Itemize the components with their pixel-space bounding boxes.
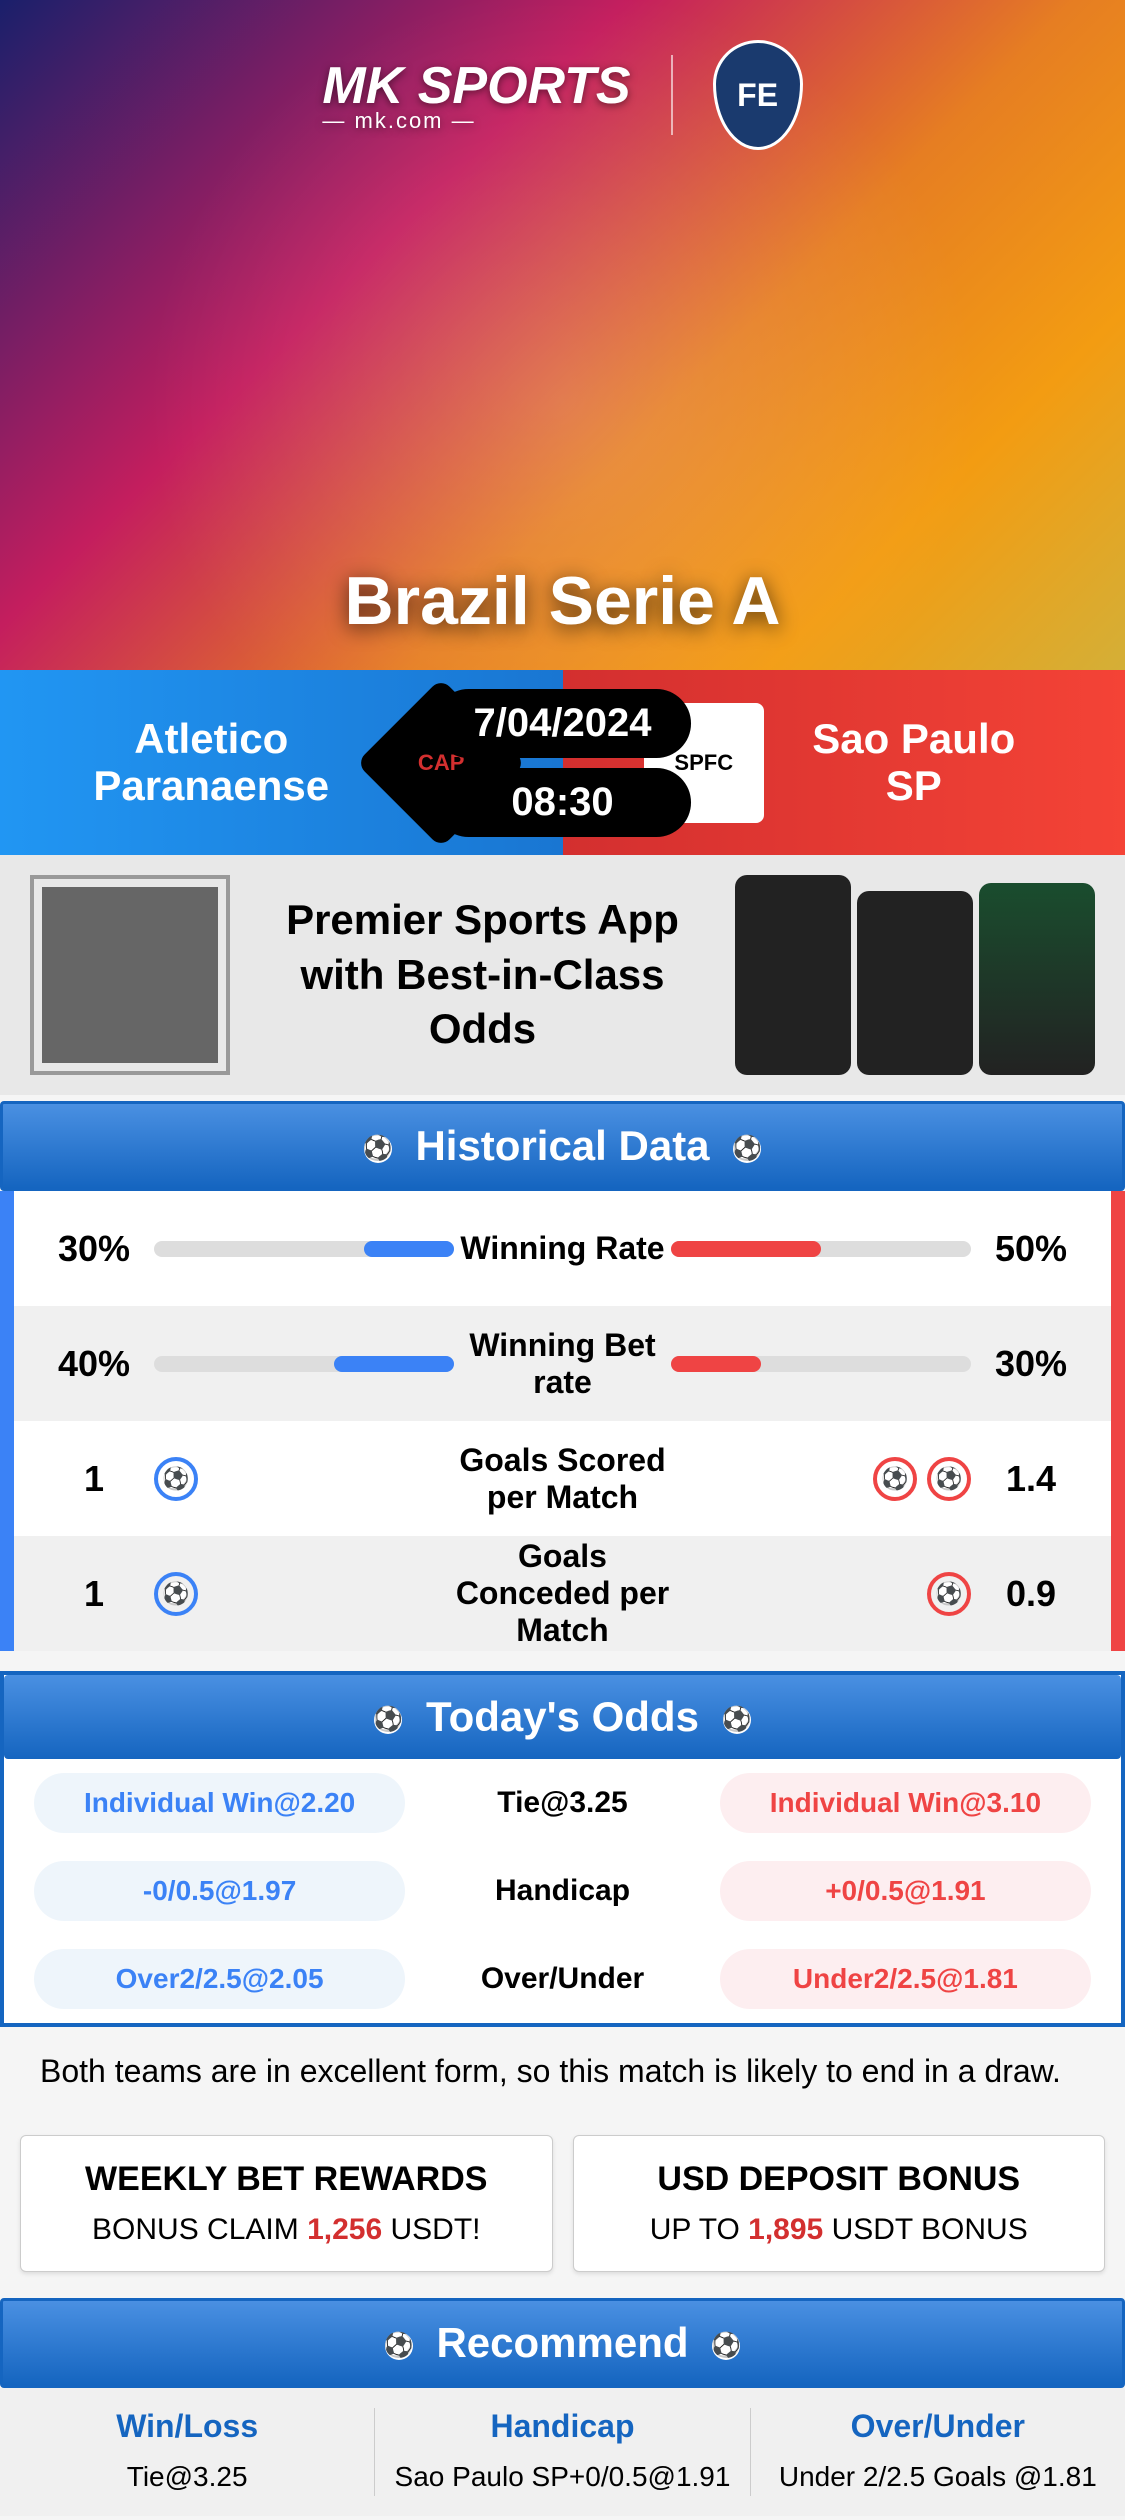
- bonus-card[interactable]: USD DEPOSIT BONUS UP TO 1,895 USDT BONUS: [573, 2135, 1106, 2272]
- left-bar: [154, 1356, 454, 1372]
- goal-icon: ⚽: [927, 1572, 971, 1616]
- recommend-value: Sao Paulo SP+0/0.5@1.91: [375, 2457, 749, 2496]
- soccer-icon: [733, 1135, 761, 1163]
- league-title: Brazil Serie A: [345, 562, 781, 640]
- recommend-title: Recommend: [436, 2319, 688, 2366]
- odds-center: Handicap: [425, 1874, 700, 1908]
- soccer-icon: [385, 2332, 413, 2360]
- bonus-title: WEEKLY BET REWARDS: [45, 2160, 528, 2199]
- odds-right[interactable]: Individual Win@3.10: [720, 1773, 1091, 1833]
- odds-left[interactable]: Over2/2.5@2.05: [34, 1949, 405, 2009]
- bonus-text: BONUS CLAIM 1,256 USDT!: [45, 2213, 528, 2247]
- recommend-value: Tie@3.25: [0, 2457, 374, 2496]
- right-value: 30%: [971, 1343, 1091, 1385]
- right-bar: [671, 1241, 971, 1257]
- recommend-head: Over/Under: [751, 2408, 1125, 2445]
- soccer-icon: [712, 2332, 740, 2360]
- stat-label: Goals Conceded per Match: [454, 1538, 671, 1649]
- goal-icon: ⚽: [873, 1457, 917, 1501]
- soccer-icon: [374, 1706, 402, 1734]
- qr-code[interactable]: [30, 875, 230, 1075]
- match-time: 08:30: [434, 768, 692, 837]
- phone-mockup: [979, 883, 1095, 1075]
- right-value: 1.4: [971, 1458, 1091, 1500]
- recommend-col[interactable]: Win/Loss Tie@3.25: [0, 2408, 375, 2496]
- bonus-row: WEEKLY BET REWARDS BONUS CLAIM 1,256 USD…: [0, 2115, 1125, 2292]
- soccer-icon: [364, 1135, 392, 1163]
- home-team-name: Atletico Paranaense: [61, 716, 361, 808]
- recommend-head: Handicap: [375, 2408, 749, 2445]
- historical-table: 30% Winning Rate 50% 40% Winning Bet rat…: [0, 1191, 1125, 1651]
- app-screenshots: [735, 875, 1095, 1075]
- left-value: 30%: [34, 1228, 154, 1270]
- historical-row: 1 ⚽ Goals Scored per Match ⚽⚽ 1.4: [0, 1421, 1125, 1536]
- historical-row: 30% Winning Rate 50%: [0, 1191, 1125, 1306]
- recommend-row: Win/Loss Tie@3.25 Handicap Sao Paulo SP+…: [0, 2388, 1125, 2516]
- phone-mockup: [857, 891, 973, 1075]
- brand-logo: MK SPORTS — mk.com —: [322, 56, 630, 134]
- left-value: 1: [34, 1573, 154, 1615]
- bonus-title: USD DEPOSIT BONUS: [598, 2160, 1081, 2199]
- partner-badge: FE: [713, 40, 803, 150]
- right-value: 0.9: [971, 1573, 1091, 1615]
- left-value: 40%: [34, 1343, 154, 1385]
- brand-name: MK SPORTS: [322, 57, 630, 115]
- historical-row: 40% Winning Bet rate 30%: [0, 1306, 1125, 1421]
- promo-headline: Premier Sports App with Best-in-Class Od…: [260, 893, 705, 1057]
- odds-row: -0/0.5@1.97 Handicap +0/0.5@1.91: [4, 1847, 1121, 1935]
- odds-left[interactable]: -0/0.5@1.97: [34, 1861, 405, 1921]
- historical-title: Historical Data: [415, 1122, 709, 1169]
- odds-left[interactable]: Individual Win@2.20: [34, 1773, 405, 1833]
- odds-rows: Individual Win@2.20 Tie@3.25 Individual …: [4, 1759, 1121, 2023]
- recommend-header: Recommend: [0, 2298, 1125, 2388]
- right-goals: ⚽: [671, 1572, 971, 1616]
- logo-row: MK SPORTS — mk.com — FE: [322, 40, 802, 150]
- odds-center: Tie@3.25: [425, 1786, 700, 1820]
- odds-header: Today's Odds: [4, 1675, 1121, 1759]
- goal-icon: ⚽: [927, 1457, 971, 1501]
- bonus-card[interactable]: WEEKLY BET REWARDS BONUS CLAIM 1,256 USD…: [20, 2135, 553, 2272]
- recommend-col[interactable]: Over/Under Under 2/2.5 Goals @1.81: [751, 2408, 1125, 2496]
- soccer-icon: [723, 1706, 751, 1734]
- away-team-name: Sao Paulo SP: [784, 716, 1044, 808]
- stat-label: Winning Rate: [454, 1230, 671, 1267]
- phone-mockup: [735, 875, 851, 1075]
- left-value: 1: [34, 1458, 154, 1500]
- recommend-head: Win/Loss: [0, 2408, 374, 2445]
- right-value: 50%: [971, 1228, 1091, 1270]
- odds-section: Today's Odds Individual Win@2.20 Tie@3.2…: [0, 1671, 1125, 2027]
- stat-label: Winning Bet rate: [454, 1327, 671, 1401]
- left-bar: [154, 1241, 454, 1257]
- odds-row: Over2/2.5@2.05 Over/Under Under2/2.5@1.8…: [4, 1935, 1121, 2023]
- right-bar: [671, 1356, 971, 1372]
- odds-right[interactable]: Under2/2.5@1.81: [720, 1949, 1091, 2009]
- match-datetime: 7/04/2024 08:30: [434, 689, 692, 837]
- stat-label: Goals Scored per Match: [454, 1442, 671, 1516]
- odds-row: Individual Win@2.20 Tie@3.25 Individual …: [4, 1759, 1121, 1847]
- recommend-col[interactable]: Handicap Sao Paulo SP+0/0.5@1.91: [375, 2408, 750, 2496]
- goal-icon: ⚽: [154, 1457, 198, 1501]
- match-bar: Atletico Paranaense CAP 7/04/2024 08:30 …: [0, 670, 1125, 855]
- left-goals: ⚽: [154, 1572, 454, 1616]
- hero-banner: MK SPORTS — mk.com — FE Brazil Serie A: [0, 0, 1125, 670]
- match-date: 7/04/2024: [434, 689, 692, 758]
- recommend-value: Under 2/2.5 Goals @1.81: [751, 2457, 1125, 2496]
- logo-divider: [671, 55, 673, 135]
- historical-header: Historical Data: [0, 1101, 1125, 1191]
- goal-icon: ⚽: [154, 1572, 198, 1616]
- promo-bar: Premier Sports App with Best-in-Class Od…: [0, 855, 1125, 1095]
- odds-title: Today's Odds: [426, 1693, 699, 1740]
- left-goals: ⚽: [154, 1457, 454, 1501]
- bonus-text: UP TO 1,895 USDT BONUS: [598, 2213, 1081, 2247]
- historical-row: 1 ⚽ Goals Conceded per Match ⚽ 0.9: [0, 1536, 1125, 1651]
- match-analysis: Both teams are in excellent form, so thi…: [0, 2027, 1125, 2115]
- odds-right[interactable]: +0/0.5@1.91: [720, 1861, 1091, 1921]
- odds-center: Over/Under: [425, 1962, 700, 1996]
- right-goals: ⚽⚽: [671, 1457, 971, 1501]
